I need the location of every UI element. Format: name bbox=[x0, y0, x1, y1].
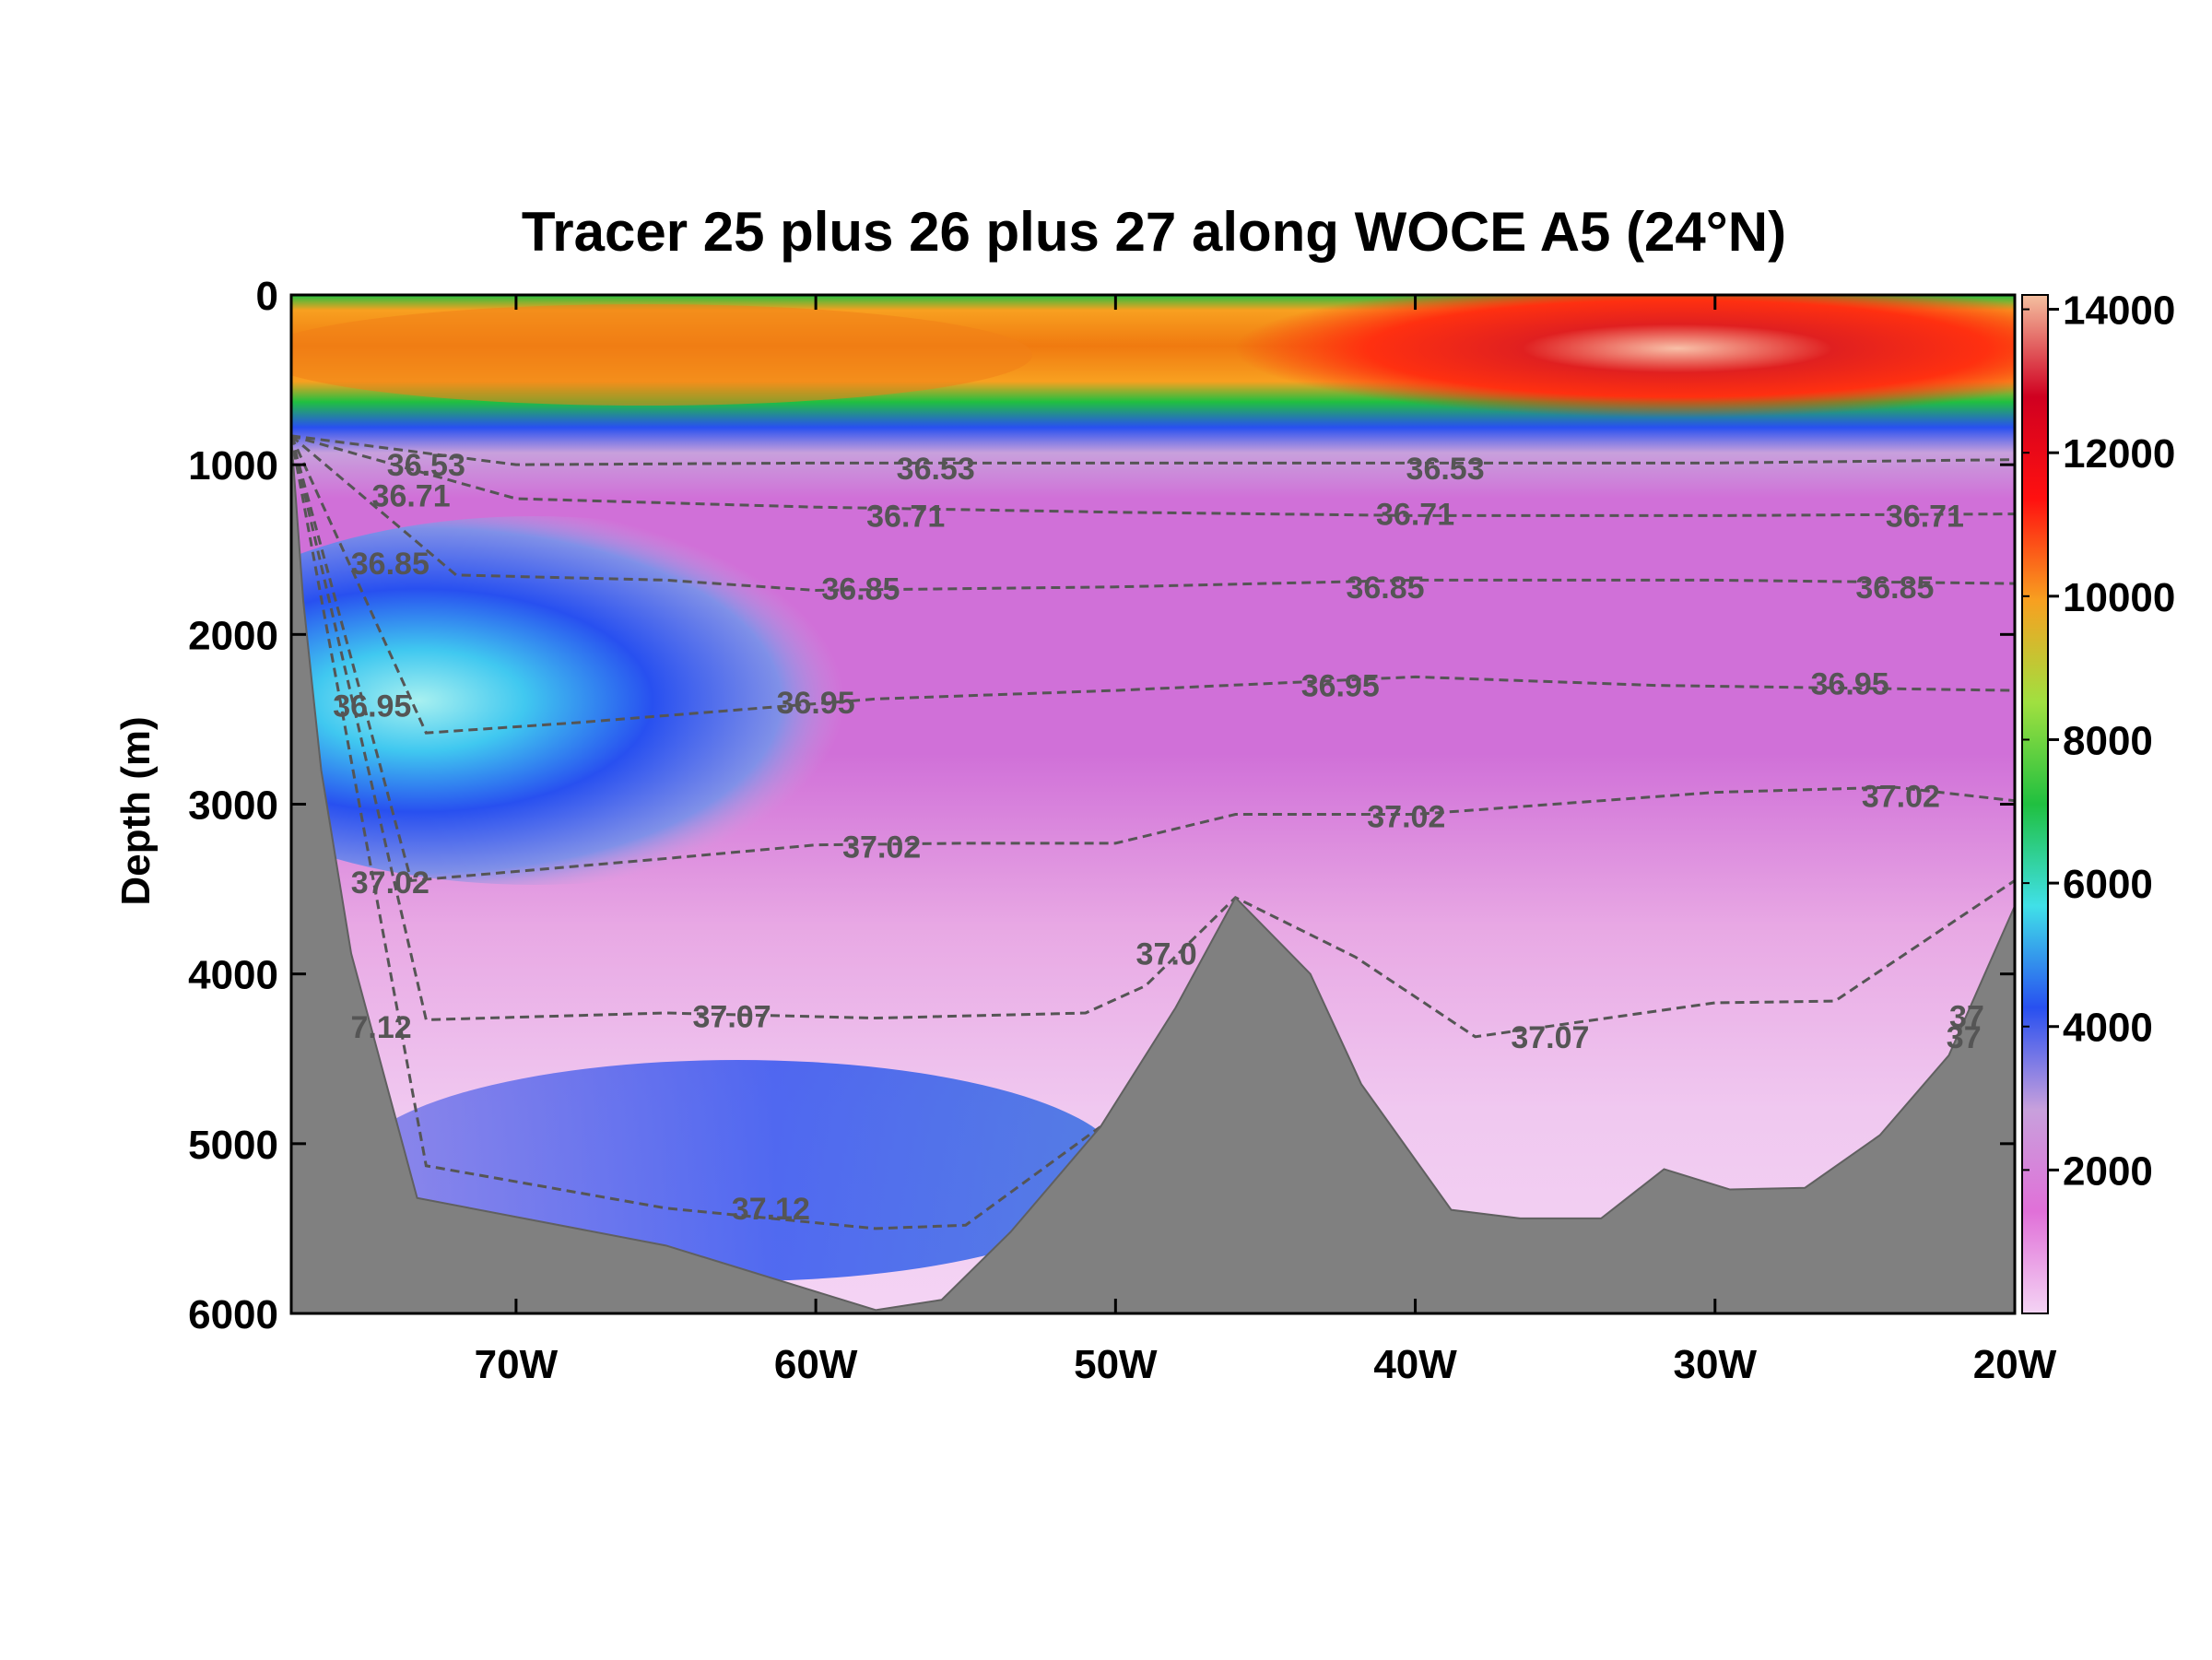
contour-label: 37 bbox=[1947, 1020, 1982, 1055]
contour-label: 36.53 bbox=[387, 448, 465, 483]
contour-label: 37.07 bbox=[693, 1000, 771, 1035]
y-tick-label: 0 bbox=[256, 274, 278, 319]
colorbar-tick-label: 4000 bbox=[2063, 1006, 2153, 1051]
y-tick-label: 3000 bbox=[188, 783, 278, 829]
contour-line-37.07 bbox=[291, 435, 2015, 1039]
contour-label: 36.71 bbox=[1376, 498, 1454, 533]
contour-label: 36.71 bbox=[1886, 499, 1964, 534]
contour-label: 37 bbox=[1949, 1000, 1984, 1035]
surface-maximum bbox=[1235, 295, 2015, 418]
x-tick-label: 40W bbox=[1373, 1342, 1457, 1387]
contour-label: 36.85 bbox=[1855, 571, 1934, 606]
contour-line-36.85 bbox=[291, 434, 2015, 592]
contour-label: 36.95 bbox=[1811, 667, 1889, 702]
colorbar bbox=[2021, 294, 2049, 1314]
contour-line-36.71 bbox=[291, 434, 2015, 517]
contour-label: 36.85 bbox=[821, 572, 900, 607]
colorbar-tick-label: 10000 bbox=[2063, 575, 2175, 620]
y-tick-label: 6000 bbox=[188, 1292, 278, 1337]
contour-label: 36.95 bbox=[333, 689, 411, 724]
y-axis-label: Depth (m) bbox=[113, 716, 159, 905]
contour-label: 36.53 bbox=[1406, 452, 1485, 487]
y-tick-label: 1000 bbox=[188, 443, 278, 489]
x-tick-label: 70W bbox=[475, 1342, 559, 1387]
contour-line-36.53 bbox=[291, 434, 2015, 466]
bathymetry-seafloor bbox=[291, 435, 2015, 1313]
colorbar-tick-label: 2000 bbox=[2063, 1148, 2153, 1194]
y-tick-label: 5000 bbox=[188, 1123, 278, 1168]
y-tick-label: 4000 bbox=[188, 953, 278, 998]
colorbar-tick-label: 6000 bbox=[2063, 862, 2153, 907]
colorbar-tick-label: 12000 bbox=[2063, 431, 2175, 477]
x-tick-label: 30W bbox=[1674, 1342, 1758, 1387]
colorbar-tick-label: 8000 bbox=[2063, 718, 2153, 763]
contour-label: 37.12 bbox=[732, 1192, 810, 1227]
surface-band-west bbox=[291, 304, 1032, 406]
contour-label: 37.02 bbox=[842, 830, 921, 865]
deep-water-core bbox=[291, 516, 922, 885]
x-axis: 70W 60W 50W 40W 30W 20W bbox=[475, 295, 2057, 1387]
contour-label: 37.02 bbox=[351, 865, 429, 901]
colorbar-tick-label: 14000 bbox=[2063, 288, 2175, 334]
contour-label: 36.71 bbox=[372, 478, 451, 513]
colorbar-ticks: 2000 4000 6000 8000 10000 12000 14000 bbox=[2022, 288, 2175, 1194]
y-axis: 0 1000 2000 3000 4000 5000 6000 bbox=[188, 274, 2015, 1337]
contour-label: 36.53 bbox=[897, 452, 975, 487]
contour-label: 36.71 bbox=[866, 499, 945, 534]
contour-line-37.02 bbox=[291, 435, 2015, 882]
chart-title: Tracer 25 plus 26 plus 27 along WOCE A5 … bbox=[522, 201, 1786, 263]
x-tick-label: 20W bbox=[1973, 1342, 2057, 1387]
contour-label: 37.0 bbox=[1136, 937, 1197, 972]
contour-line-37.12 bbox=[291, 435, 1101, 1230]
contour-lines bbox=[291, 434, 2015, 1230]
contour-label: 7.12 bbox=[350, 1010, 411, 1045]
contour-line-36.95 bbox=[291, 435, 2015, 735]
contour-label: 37.07 bbox=[1511, 1020, 1589, 1055]
contour-label: 36.85 bbox=[351, 547, 429, 582]
x-tick-label: 60W bbox=[774, 1342, 858, 1387]
contour-label: 36.95 bbox=[1301, 669, 1380, 704]
contour-label: 37.02 bbox=[1367, 799, 1445, 834]
contour-label: 37.02 bbox=[1862, 779, 1940, 814]
x-tick-label: 50W bbox=[1074, 1342, 1158, 1387]
contour-label: 36.95 bbox=[777, 686, 855, 721]
contour-label: 36.85 bbox=[1346, 571, 1424, 606]
y-tick-label: 2000 bbox=[188, 613, 278, 658]
